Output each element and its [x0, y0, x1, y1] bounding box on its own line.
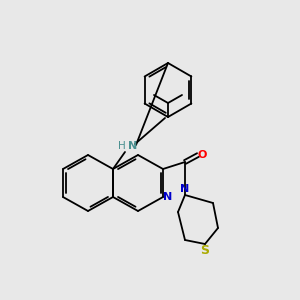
- Text: N: N: [180, 184, 190, 194]
- Text: H: H: [118, 141, 126, 151]
- Text: S: S: [200, 244, 209, 256]
- Text: N: N: [164, 192, 172, 202]
- Text: O: O: [197, 150, 207, 160]
- Text: N: N: [128, 141, 138, 151]
